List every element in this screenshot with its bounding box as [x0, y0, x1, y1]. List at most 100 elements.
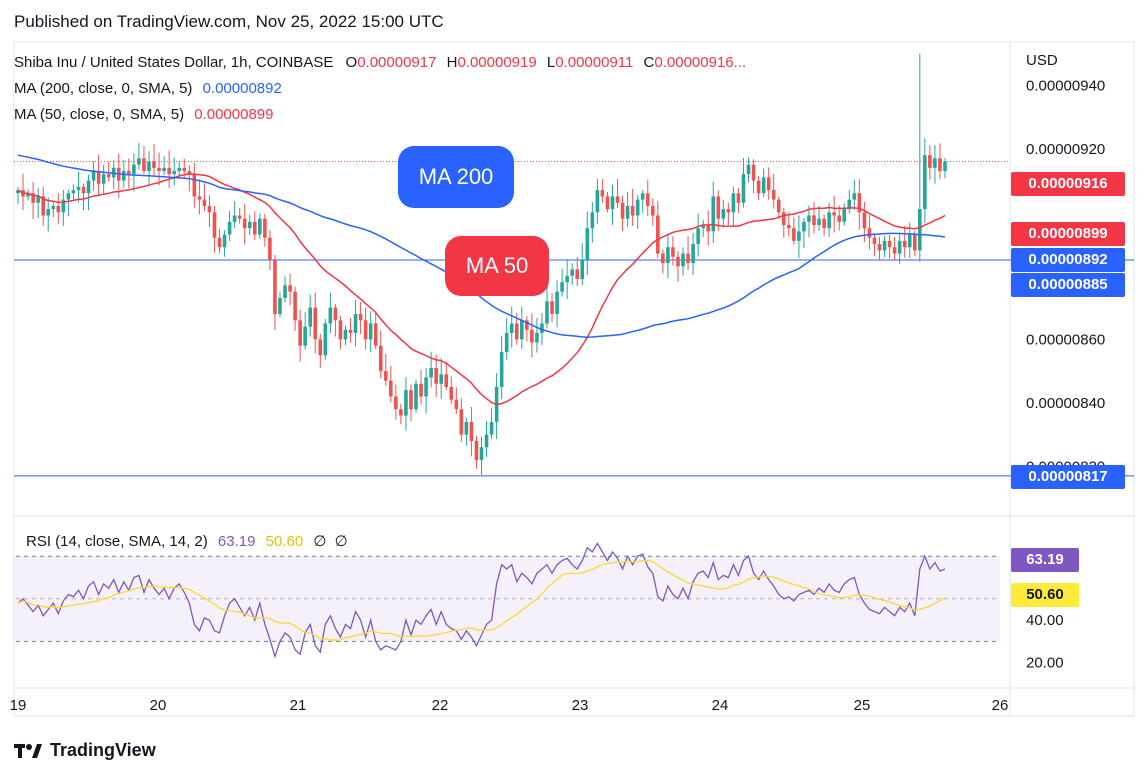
candle-body	[71, 190, 76, 194]
time-tick-label: 22	[432, 697, 449, 714]
candle-body	[751, 164, 756, 181]
candle-body	[827, 212, 831, 229]
candle-body	[605, 196, 610, 210]
candle-body	[610, 196, 615, 210]
chart-frame	[13, 41, 1135, 717]
candle-body	[444, 374, 449, 387]
candle-body	[484, 434, 489, 448]
candle-body	[600, 190, 605, 197]
candle-body	[263, 218, 267, 238]
time-tick-label: 23	[572, 697, 589, 714]
candle-body	[787, 225, 791, 229]
candle-body	[620, 202, 625, 219]
time-tick-label: 20	[150, 697, 167, 714]
candle-body	[635, 199, 640, 216]
candle-body	[242, 218, 247, 229]
candle-body	[232, 215, 237, 222]
candle-body	[429, 367, 433, 378]
candle-body	[464, 421, 469, 435]
candle-body	[842, 209, 847, 222]
candle-body	[323, 323, 328, 356]
candle-body	[137, 158, 141, 165]
empty-value-1: ∅	[313, 533, 327, 550]
ma50-legend[interactable]: MA (50, close, 0, SMA, 5) 0.00000899	[14, 106, 273, 123]
candle-body	[570, 269, 574, 276]
candle-body	[686, 253, 690, 264]
candle-body	[96, 171, 101, 184]
candle-body	[525, 320, 529, 330]
rsi-layer	[17, 542, 946, 659]
candle-body	[222, 234, 227, 248]
candle-body	[348, 329, 353, 333]
candle-body	[741, 174, 746, 203]
candle-body	[373, 323, 378, 346]
candle-body	[81, 186, 86, 194]
candle-body	[51, 205, 56, 210]
open-label: O	[345, 54, 358, 71]
candle-body	[499, 352, 504, 387]
candle-body	[399, 409, 403, 416]
candle-body	[550, 301, 554, 314]
candle-body	[454, 399, 459, 410]
candle-body	[338, 320, 343, 340]
candle-body	[781, 212, 786, 226]
candle-body	[313, 307, 318, 340]
candle-body	[132, 164, 136, 175]
horizontal-lines[interactable]	[14, 161, 1134, 477]
rsi-line	[17, 542, 946, 659]
candle-body	[681, 253, 685, 267]
candle-body	[76, 186, 81, 191]
candle-body	[197, 196, 202, 200]
candle-body	[303, 326, 307, 346]
candle-body	[469, 421, 474, 441]
candle-body	[928, 155, 932, 168]
candle-body	[91, 171, 96, 181]
candle-body	[645, 193, 650, 206]
candle-body	[41, 196, 45, 216]
candle-body	[101, 174, 106, 184]
candle-body	[625, 205, 630, 219]
time-tick-label: 26	[992, 697, 1009, 714]
ma50-callout[interactable]: MA 50	[445, 236, 549, 296]
candle-body	[671, 247, 675, 257]
candle-body	[378, 345, 383, 372]
ma200-legend[interactable]: MA (200, close, 0, SMA, 5) 0.00000892	[14, 80, 282, 97]
candle-body	[802, 221, 806, 232]
candle-body	[575, 269, 580, 279]
candle-body	[676, 256, 680, 267]
candle-body	[252, 221, 257, 235]
candle-body	[933, 158, 937, 168]
currency-label: USD	[1026, 52, 1058, 69]
hline-lower-price-tag: 0.00000817	[1011, 465, 1125, 489]
rsi-band-layer	[14, 555, 1000, 642]
candle-body	[509, 323, 514, 333]
ma200-callout[interactable]: MA 200	[398, 146, 514, 208]
price-tick-label: 0.00000860	[1026, 331, 1105, 348]
candle-body	[897, 240, 902, 254]
time-tick-label: 24	[712, 697, 729, 714]
candle-body	[247, 221, 252, 229]
candle-body	[142, 158, 146, 172]
candle-body	[938, 158, 942, 172]
candle-body	[479, 447, 484, 461]
candle-body	[152, 161, 156, 168]
candle-body	[535, 332, 539, 343]
candle-body	[353, 313, 358, 333]
rsi-legend[interactable]: RSI (14, close, SMA, 14, 2) 63.19 50.60 …	[26, 532, 348, 550]
candle-body	[459, 409, 464, 435]
candle-body	[328, 307, 333, 324]
time-tick-label: 25	[854, 697, 871, 714]
candle-body	[907, 234, 912, 248]
candle-body	[504, 332, 509, 353]
rsi-legend-value: 63.19	[217, 533, 256, 550]
candle-body	[434, 367, 438, 384]
candle-body	[716, 196, 721, 219]
candle-body	[333, 307, 338, 321]
candle-body	[852, 193, 857, 200]
time-tick-label: 21	[290, 697, 307, 714]
candle-body	[912, 234, 917, 251]
candle-body	[489, 421, 494, 435]
candle-body	[293, 291, 297, 321]
candle-body	[540, 323, 544, 333]
tradingview-logo[interactable]: TradingView	[14, 740, 156, 761]
